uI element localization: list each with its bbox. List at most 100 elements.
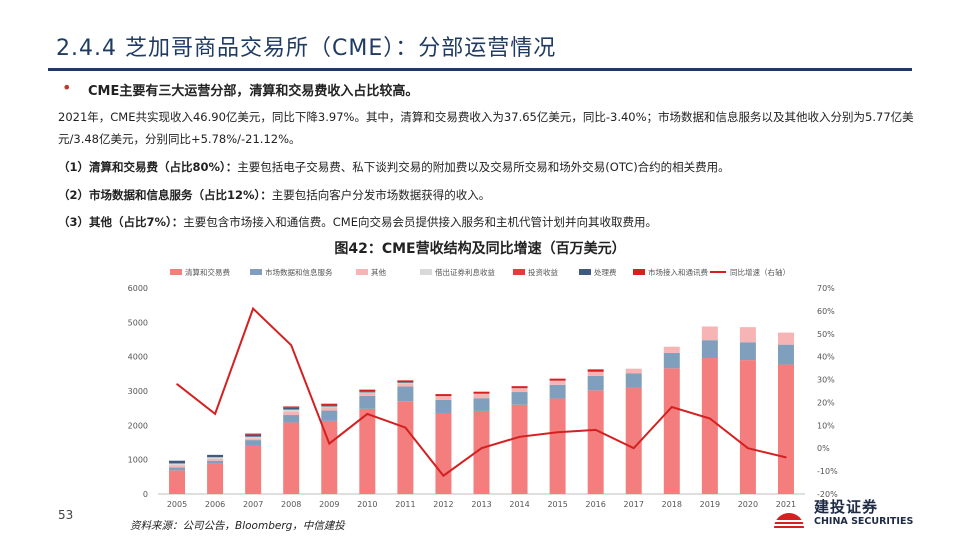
bar-market_data: [359, 395, 376, 409]
y-right-tick-label: 40%: [817, 353, 835, 362]
y-right-tick-label: 10%: [817, 421, 835, 430]
line-yoy-point: [632, 447, 635, 450]
segment-clearing-text: 主要包括电子交易费、私下谈判交易的附加费以及交易所交易和场外交易(OTC)合约的…: [237, 160, 730, 174]
bar-other: [169, 465, 186, 468]
line-yoy-point: [252, 307, 254, 310]
bar-clearing: [359, 408, 376, 494]
x-tick-label: 2009: [319, 500, 339, 509]
x-tick-label: 2008: [281, 500, 301, 509]
bar-other: [625, 368, 642, 374]
line-yoy-point: [404, 426, 407, 429]
line-yoy-point: [366, 413, 369, 415]
y-left-tick-label: 3000: [128, 387, 148, 396]
bar-market_access: [473, 391, 490, 394]
line-yoy-point: [670, 406, 673, 408]
bar-other: [777, 332, 794, 345]
x-tick-label: 2019: [700, 500, 720, 509]
segment-market-data-label: （2）市场数据和信息服务（占比12%）：: [58, 188, 272, 202]
x-tick-label: 2013: [471, 500, 491, 509]
bar-market_data: [663, 352, 680, 369]
bar-market_data: [207, 460, 224, 464]
legend-label-market_data: 市场数据和信息服务: [265, 267, 333, 277]
source-note: 资料来源：公司公告，Bloomberg，中信建投: [130, 520, 345, 532]
bar-processing: [397, 382, 414, 383]
bar-clearing: [549, 398, 566, 494]
summary-paragraph: 2021年，CME共实现收入46.90亿美元，同比下降3.97%。其中，清算和交…: [58, 110, 914, 146]
legend-swatch-market_access: [633, 269, 645, 275]
x-tick-label: 2005: [167, 500, 187, 509]
bar-market_data: [169, 467, 186, 471]
segment-other-text: 主要包含市场接入和通信费。CME向交易会员提供接入服务和主机代管计划并向其收取费…: [183, 215, 657, 229]
line-yoy-point: [480, 447, 483, 450]
x-tick-label: 2015: [547, 500, 567, 509]
x-tick-label: 2012: [433, 500, 453, 509]
legend-swatch-market_data: [250, 269, 262, 275]
bar-other: [359, 393, 376, 396]
segment-other: （3）其他（占比7%）：主要包含市场接入和通信费。CME向交易会员提供接入服务和…: [58, 211, 918, 233]
line-yoy-point: [290, 344, 293, 347]
x-tick-label: 2011: [395, 500, 415, 509]
bar-market_data: [397, 386, 414, 402]
bar-market_data: [625, 373, 642, 388]
x-tick-label: 2014: [509, 500, 529, 509]
bar-other: [473, 394, 490, 399]
bar-clearing: [321, 420, 338, 494]
bullet-icon: •: [62, 78, 72, 97]
bar-processing: [169, 460, 186, 464]
y-left-tick-label: 4000: [128, 353, 148, 362]
bar-market_access: [397, 380, 414, 383]
y-left-tick-label: 1000: [128, 456, 148, 465]
bar-processing: [321, 405, 338, 407]
x-tick-label: 2017: [624, 500, 644, 509]
page-number: 53: [58, 508, 74, 522]
bar-clearing: [169, 470, 186, 494]
bar-market_data: [739, 342, 756, 361]
bar-market_data: [321, 410, 338, 421]
legend-label-investment: 投资收益: [528, 267, 558, 277]
bar-market_data: [283, 415, 300, 423]
bar-clearing: [625, 387, 642, 494]
bar-processing: [245, 434, 262, 437]
y-left-tick-label: 0: [143, 490, 148, 499]
legend-swatch-processing: [579, 269, 591, 275]
segment-market-data-text: 主要包括向客户分发市场数据获得的收入。: [271, 188, 491, 202]
bar-clearing: [283, 422, 300, 494]
y-right-tick-label: -10%: [817, 467, 838, 476]
company-logo: 建投证券 CHINA SECURITIES: [770, 496, 920, 536]
bar-clearing: [435, 412, 452, 494]
legend-label-clearing: 清算和交易费: [185, 267, 230, 277]
bar-market_data: [701, 340, 718, 359]
y-right-tick-label: 30%: [817, 376, 835, 385]
bar-securities_lending: [245, 436, 262, 439]
bar-market_data: [245, 440, 262, 446]
x-tick-label: 2018: [662, 500, 682, 509]
x-tick-label: 2016: [585, 500, 605, 509]
bar-clearing: [701, 358, 718, 494]
bar-market_data: [587, 375, 604, 391]
bar-securities_lending: [283, 409, 300, 412]
logo-text-cn: 建投证券: [814, 498, 879, 516]
bar-other: [321, 407, 338, 411]
bar-other: [245, 438, 262, 441]
legend-label-securities_lending: 借出证券利息收益: [435, 267, 495, 277]
y-right-tick-label: 20%: [817, 398, 835, 407]
y-right-tick-label: 70%: [817, 284, 835, 293]
bar-other: [587, 371, 604, 376]
bar-market_access: [245, 433, 262, 435]
y-right-tick-label: 60%: [817, 307, 835, 316]
bar-securities_lending: [359, 392, 376, 394]
y-left-tick-label: 5000: [128, 318, 148, 327]
bar-market_data: [435, 399, 452, 413]
line-yoy-point: [214, 413, 216, 415]
logo-text-en: CHINA SECURITIES: [814, 516, 914, 527]
figure-title: 图42：CME营收结构及同比增速（百万美元）: [334, 241, 626, 257]
bar-processing: [283, 407, 300, 410]
bar-securities_lending: [169, 463, 186, 466]
line-yoy-point: [747, 447, 749, 450]
y-right-tick-label: -20%: [817, 490, 838, 499]
legend-label-yoy_line: 同比增速（右轴）: [730, 267, 790, 277]
headline: CME主要有三大运营分部，清算和交易费收入占比较高。: [88, 84, 419, 99]
bar-market_data: [777, 344, 794, 365]
bar-other: [283, 411, 300, 416]
bar-clearing: [663, 368, 680, 494]
